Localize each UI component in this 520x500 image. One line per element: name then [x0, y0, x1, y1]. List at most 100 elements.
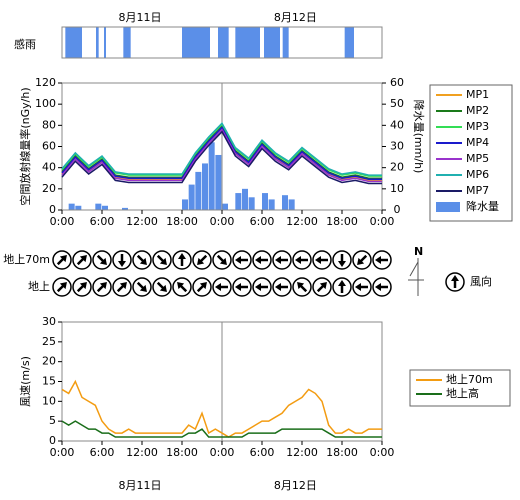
wind-arrow	[112, 250, 132, 270]
arrow	[56, 255, 67, 266]
x-tick-label: 18:00	[326, 215, 358, 228]
legend-label: MP3	[466, 120, 489, 133]
legend-label: MP2	[466, 104, 489, 117]
arrow-head	[118, 261, 126, 267]
arrow	[316, 282, 327, 293]
arrow-head	[275, 283, 281, 291]
arrow-shaft	[156, 281, 165, 290]
series-line	[61, 126, 382, 181]
y-axis-label: 風速(m/s)	[19, 356, 32, 407]
wind-arrow	[292, 250, 312, 270]
legend-arrow	[445, 272, 465, 292]
arrow	[255, 256, 268, 264]
arrow-head	[119, 282, 127, 290]
arrow-head	[235, 283, 241, 291]
wind-arrow	[152, 250, 172, 270]
wind-arrow	[312, 250, 332, 270]
row-label: 感雨	[14, 38, 36, 51]
precip-bar	[282, 195, 288, 210]
arrow	[156, 254, 167, 265]
wind-arrow	[232, 277, 252, 297]
y2-tick-label: 30	[390, 140, 404, 153]
wind-arrow	[152, 277, 172, 297]
rain-sense-bar	[344, 27, 354, 58]
rain-sense-bar	[235, 27, 260, 58]
arrow	[96, 254, 107, 265]
arrow-head	[139, 284, 147, 292]
arrow-head	[375, 256, 381, 264]
y-tick-label: 10	[42, 394, 56, 407]
arrow	[375, 256, 388, 264]
arrow-shaft	[136, 254, 145, 263]
x-tick-label: 6:00	[250, 215, 275, 228]
arrow-head	[338, 280, 346, 286]
rain-sense-bar	[123, 27, 131, 58]
arrow	[156, 281, 167, 292]
arrow	[197, 254, 208, 265]
arrow	[255, 283, 268, 291]
legend-swatch	[436, 202, 460, 212]
wind-arrow	[252, 277, 272, 297]
y-tick-label: 30	[42, 315, 56, 328]
arrow	[295, 256, 308, 264]
arrow	[216, 254, 227, 265]
y2-tick-label: 50	[390, 97, 404, 110]
arrow-head	[255, 256, 261, 264]
arrow	[357, 254, 368, 265]
arrow-head	[199, 282, 207, 290]
x-tick-label: 0:00	[370, 446, 395, 459]
rain-sense-bar	[65, 27, 82, 58]
legend-label: 地上70m	[446, 373, 493, 386]
arrow-shaft	[96, 254, 105, 263]
arrow-head	[297, 282, 305, 290]
wind-arrow	[212, 250, 232, 270]
arrow	[235, 256, 248, 264]
date-label: 8月11日	[119, 479, 162, 492]
arrow-head	[255, 283, 261, 291]
arrow-head	[99, 282, 107, 290]
arrow-head	[159, 284, 167, 292]
precip-bar	[75, 205, 82, 210]
x-tick-label: 6:00	[90, 446, 115, 459]
arrow	[136, 281, 147, 292]
y-tick-label: 100	[35, 97, 56, 110]
wind-arrow	[272, 277, 292, 297]
legend-label: MP1	[466, 88, 489, 101]
arrow	[275, 256, 288, 264]
date-label: 8月11日	[119, 11, 162, 24]
series-line	[61, 420, 382, 438]
precip-bar	[68, 203, 75, 210]
arrow-head	[451, 275, 459, 281]
arrow-shaft	[56, 284, 65, 293]
wind-arrow	[92, 277, 112, 297]
y-tick-label: 60	[42, 140, 56, 153]
precip-bar	[195, 171, 202, 210]
arrow-head	[319, 282, 327, 290]
wind-arrow	[332, 250, 352, 270]
arrow	[76, 282, 87, 293]
x-tick-label: 0:00	[210, 215, 235, 228]
arrow-shaft	[156, 254, 165, 263]
y-tick-label: 40	[42, 161, 56, 174]
arrow-head	[355, 283, 361, 291]
arrow-head	[79, 255, 87, 263]
arrow-head	[219, 257, 227, 265]
arrow-shaft	[76, 257, 85, 266]
arrow	[136, 254, 147, 265]
arrow-shaft	[56, 257, 65, 266]
legend-box	[409, 369, 511, 407]
date-label: 8月12日	[274, 11, 317, 24]
arrow	[355, 283, 368, 291]
arrow-shaft	[299, 284, 308, 293]
timeline-frame	[61, 26, 383, 59]
wind-arrow	[352, 250, 372, 270]
precip-bar	[222, 203, 228, 210]
arrow-head	[59, 255, 67, 263]
arrow-head	[79, 282, 87, 290]
arrow	[178, 253, 186, 266]
y2-tick-label: 10	[390, 182, 404, 195]
arrow	[275, 283, 288, 291]
arrow	[116, 282, 127, 293]
wind-arrow	[312, 277, 332, 297]
legend-label: 降水量	[466, 199, 499, 213]
